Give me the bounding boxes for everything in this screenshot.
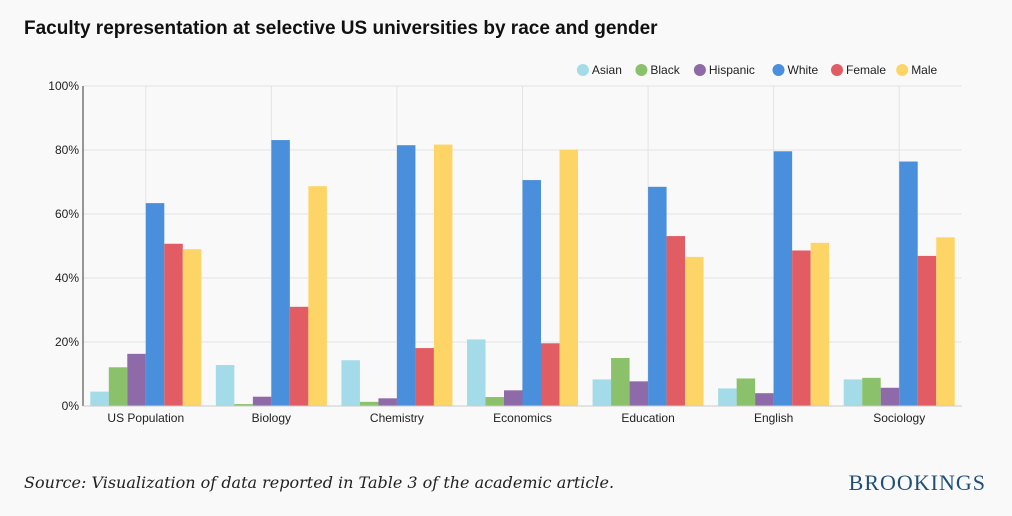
brand-logo: BROOKINGS: [848, 470, 986, 495]
bar-white: [145, 203, 165, 406]
x-tick-label: Chemistry: [370, 411, 424, 425]
bar-black: [611, 358, 630, 406]
legend-marker: [831, 64, 843, 76]
bar-hispanic: [755, 393, 774, 406]
bar-male: [308, 186, 327, 406]
bar-black: [359, 401, 379, 406]
x-tick-label: Sociology: [873, 411, 925, 425]
legend-marker: [896, 64, 909, 76]
legend-label: Asian: [592, 63, 622, 77]
bar-male: [433, 144, 453, 406]
bar-male: [936, 237, 955, 406]
bar-female: [917, 255, 937, 406]
bar-hispanic: [629, 381, 649, 406]
x-axis: US Population Biology Chemistry Economics Ed…: [83, 405, 962, 425]
x-tick-label: US Population: [107, 411, 184, 425]
bar-hispanic: [252, 396, 272, 406]
legend-item-black: Black: [635, 63, 681, 77]
bar-asian: [467, 339, 486, 406]
bar-female: [289, 306, 309, 406]
bar-asian: [341, 360, 360, 406]
y-tick-label: 100%: [48, 79, 79, 93]
legend-label: Hispanic: [709, 63, 755, 77]
bar-white: [396, 145, 416, 406]
bar-white: [773, 151, 793, 406]
legend-item-white: White: [772, 63, 819, 77]
y-tick-label: 40%: [55, 271, 79, 285]
bar-male: [559, 149, 578, 406]
bar-asian: [592, 379, 612, 406]
bar-female: [541, 343, 560, 406]
bar-hispanic: [504, 390, 523, 406]
legend-label: White: [788, 63, 819, 77]
y-tick-label: 0%: [62, 399, 80, 413]
legend-marker: [772, 64, 785, 76]
y-tick-label: 20%: [55, 335, 79, 349]
bar-female: [666, 236, 686, 406]
bar-male: [182, 249, 202, 406]
legend-item-asian: Asian: [576, 63, 622, 77]
bar-hispanic: [880, 387, 900, 406]
bar-black: [485, 397, 504, 406]
legend-label: Female: [846, 63, 886, 77]
legend-item-hispanic: Hispanic: [693, 63, 755, 77]
source-note: Source: Visualization of data reported i…: [24, 473, 615, 492]
legend-item-male: Male: [896, 63, 938, 77]
bar-white: [271, 140, 290, 406]
legend-marker: [693, 64, 706, 76]
chart-title: Faculty representation at selective US u…: [24, 18, 658, 39]
legend-marker: [635, 64, 648, 76]
bar-male: [810, 242, 830, 406]
x-tick-label: Biology: [252, 411, 291, 425]
x-tick-label: English: [754, 411, 793, 425]
bar-black: [108, 367, 128, 406]
y-tick-label: 60%: [55, 207, 79, 221]
bar-female: [415, 348, 434, 406]
x-tick-label: Education: [621, 411, 674, 425]
bars: [90, 140, 955, 406]
legend-label: Male: [911, 63, 937, 77]
legend: Asian Black Hispanic White Female Male: [576, 63, 938, 77]
bar-white: [522, 180, 541, 406]
legend-marker: [576, 64, 589, 76]
y-tick-label: 80%: [55, 143, 79, 157]
bar-hispanic: [378, 398, 397, 406]
bar-female: [792, 250, 811, 406]
x-tick-label: Economics: [493, 411, 552, 425]
bar-white: [648, 186, 667, 406]
legend-item-female: Female: [831, 63, 886, 77]
bar-asian: [215, 365, 235, 406]
bar-asian: [90, 391, 109, 406]
bar-white: [899, 161, 918, 406]
bar-black: [736, 378, 756, 406]
bar-hispanic: [127, 353, 146, 406]
bar-asian: [843, 379, 863, 406]
bar-black: [862, 377, 881, 406]
bar-asian: [718, 388, 737, 406]
bar-female: [164, 243, 183, 406]
y-axis: 0% 20% 40% 60% 80% 100%: [48, 79, 84, 413]
bar-male: [685, 256, 704, 406]
legend-label: Black: [650, 63, 680, 77]
bar-black: [234, 404, 253, 406]
